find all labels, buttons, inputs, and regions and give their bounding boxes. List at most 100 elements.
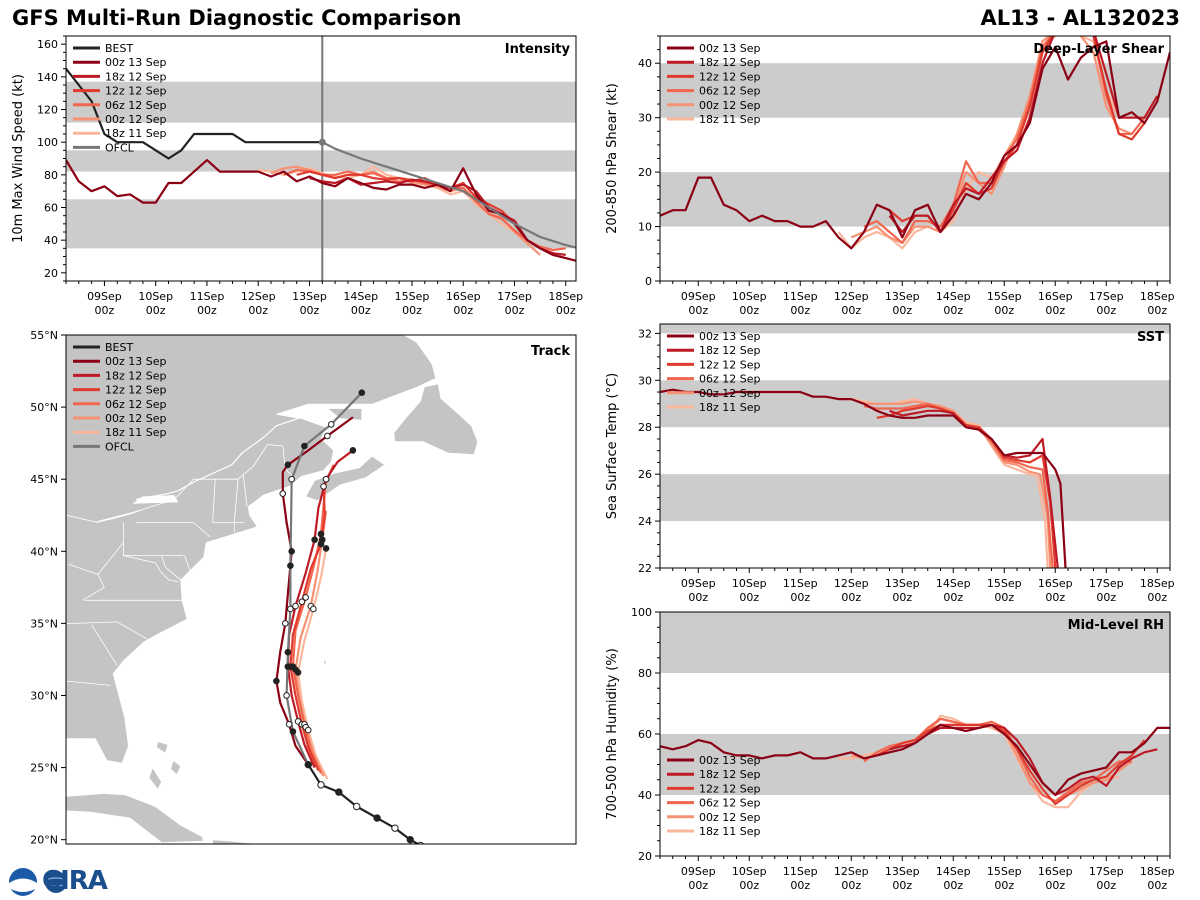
rh-legend-label: 00z 12 Sep [699, 811, 761, 824]
sst-xtick-label: 00z [1045, 591, 1065, 604]
intensity-xtick-label: 11Sep [190, 290, 225, 303]
intensity-legend-label: 18z 11 Sep [105, 127, 167, 140]
intensity-xtick-label: 15Sep [395, 290, 430, 303]
state-border-12 [91, 624, 118, 666]
intensity-xtick-label: 13Sep [292, 290, 327, 303]
shear-xtick-label: 12Sep [834, 290, 869, 303]
track-lat-label: 35°N [30, 617, 58, 630]
intensity-xtick-label: 18Sep [548, 290, 583, 303]
rh-panel: 2040608010009Sep00z10Sep00z11Sep00z12Sep… [605, 606, 1175, 892]
sst-legend-label: 00z 13 Sep [699, 330, 761, 343]
sst-xtick-label: 00z [688, 591, 708, 604]
intensity-legend-label: 06z 12 Sep [105, 99, 167, 112]
shear-panel-title: Deep-Layer Shear [1033, 42, 1164, 57]
intensity-xtick-label: 00z [300, 304, 320, 317]
intensity-legend-label: BEST [105, 42, 133, 55]
intensity-ytick-label: 120 [37, 104, 58, 117]
storm-id-title: AL13 - AL132023 [980, 6, 1181, 30]
state-border-14 [97, 542, 124, 575]
intensity-ytick-label: 20 [44, 267, 58, 280]
state-border-11 [66, 680, 111, 686]
sst-xtick-label: 14Sep [936, 577, 971, 590]
state-border-13 [123, 555, 179, 582]
sst-ytick-label: 28 [638, 421, 652, 434]
intensity-ytick-label: 160 [37, 38, 58, 51]
figure-title: GFS Multi-Run Diagnostic Comparison [12, 6, 462, 30]
rh-ytick-label: 100 [631, 606, 652, 619]
track-line-run_12z12 [289, 464, 335, 771]
intensity-xtick-label: 16Sep [446, 290, 481, 303]
sst-xtick-label: 12Sep [834, 577, 869, 590]
shear-legend-label: 00z 13 Sep [699, 42, 761, 55]
shear-xtick-label: 00z [1045, 304, 1065, 317]
rh-ytick-label: 80 [638, 667, 652, 680]
forecast-track-marker [288, 547, 295, 555]
best-track-marker [317, 781, 325, 789]
shear-xtick-label: 13Sep [885, 290, 920, 303]
best-track-marker [391, 824, 399, 832]
sst-xtick-label: 16Sep [1038, 577, 1073, 590]
cuba-landmass [66, 793, 205, 844]
shear-xtick-label: 00z [943, 304, 963, 317]
intensity-xtick-label: 10Sep [138, 290, 173, 303]
rh-series-run_18z12 [889, 723, 1158, 797]
intensity-xtick-label: 00z [556, 304, 576, 317]
track-legend-label: 00z 12 Sep [105, 412, 167, 425]
shear-legend-label: 00z 12 Sep [699, 99, 761, 112]
rh-legend-label: 06z 12 Sep [699, 797, 761, 810]
track-legend-label: BEST [105, 341, 133, 354]
intensity-panel-title: Intensity [505, 42, 571, 57]
sst-series-run_12z12 [876, 405, 1057, 568]
rh-xtick-label: 18Sep [1140, 865, 1175, 878]
forecast-track-marker [322, 545, 330, 552]
newfoundland-landmass [393, 383, 479, 456]
track-map-area [66, 335, 479, 844]
track-lat-label: 30°N [30, 689, 58, 702]
intensity-legend-label: 12z 12 Sep [105, 85, 167, 98]
shear-series-run_00z12 [850, 36, 1133, 244]
shear-legend-label: 18z 11 Sep [699, 113, 761, 126]
ofcl-track-marker [284, 648, 292, 656]
anticosti-landmass [326, 408, 363, 421]
sst-plot-area [660, 324, 1170, 568]
intensity-legend-label: 00z 13 Sep [105, 56, 167, 69]
rh-band-1 [660, 612, 1170, 673]
track-legend-label: 18z 11 Sep [105, 426, 167, 439]
intensity-legend-label: 00z 12 Sep [105, 113, 167, 126]
rh-xtick-label: 10Sep [732, 865, 767, 878]
shear-xtick-label: 09Sep [681, 290, 716, 303]
sst-xtick-label: 00z [1147, 591, 1167, 604]
forecast-track-marker [311, 536, 318, 544]
sst-xtick-label: 00z [790, 591, 810, 604]
sst-legend-label: 18z 11 Sep [699, 401, 761, 414]
intensity-legend-label: OFCL [105, 141, 135, 154]
ofcl-track-marker [288, 475, 295, 483]
sst-xtick-label: 13Sep [885, 577, 920, 590]
shear-ytick-label: 0 [645, 275, 652, 288]
sst-legend-label: 18z 12 Sep [699, 344, 761, 357]
rh-xtick-label: 00z [943, 879, 963, 892]
intensity-xtick-label: 00z [197, 304, 217, 317]
track-lat-label: 20°N [30, 834, 58, 847]
shear-ytick-label: 20 [638, 166, 652, 179]
shear-ytick-label: 10 [638, 221, 652, 234]
intensity-panel: 2040608010012014016009Sep00z10Sep00z11Se… [11, 35, 583, 317]
intensity-xtick-label: 09Sep [87, 290, 122, 303]
rh-xtick-label: 00z [1147, 879, 1167, 892]
sst-series-run_00z13 [660, 388, 1067, 568]
sst-ytick-label: 30 [638, 374, 652, 387]
shear-ytick-label: 40 [638, 57, 652, 70]
rh-xtick-label: 17Sep [1089, 865, 1124, 878]
intensity-band-2 [66, 81, 576, 123]
forecast-track-marker [294, 669, 302, 676]
forecast-track-marker [318, 536, 326, 544]
north-america-landmass [66, 335, 437, 764]
rh-legend-label: 18z 12 Sep [699, 768, 761, 781]
forecast-track-marker [322, 475, 330, 483]
intensity-ytick-label: 60 [44, 202, 58, 215]
track-legend-label: 12z 12 Sep [105, 384, 167, 397]
sst-xtick-label: 09Sep [681, 577, 716, 590]
intensity-plot-area [66, 36, 576, 281]
sst-ytick-label: 26 [638, 468, 652, 481]
